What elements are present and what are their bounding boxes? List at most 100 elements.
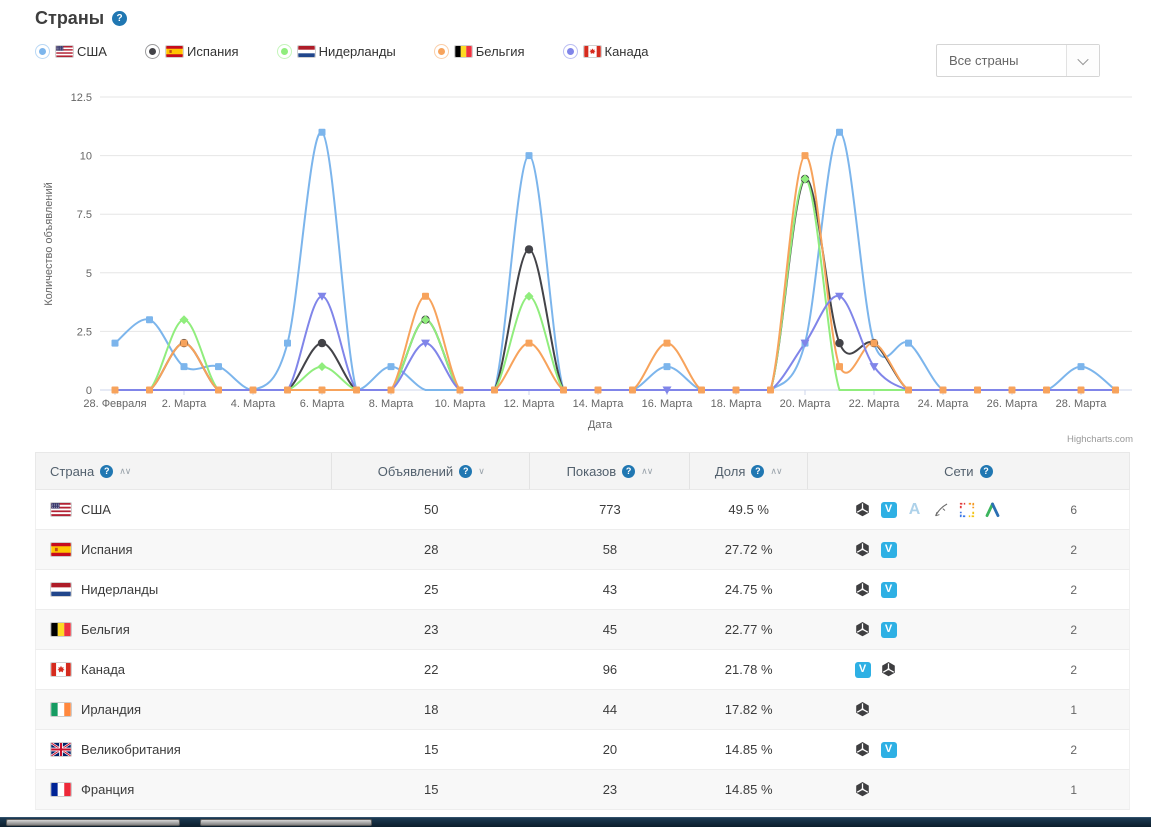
vungle-icon: V <box>880 501 898 519</box>
svg-text:20. Марта: 20. Марта <box>780 398 832 410</box>
taskbar-item[interactable] <box>6 819 180 826</box>
sort-arrows-icon[interactable]: ∧∨ <box>770 465 782 476</box>
networks-count: 1 <box>1070 702 1077 717</box>
unity-icon <box>854 501 872 519</box>
country-cell: Нидерланды <box>36 582 332 597</box>
legend-label: США <box>77 44 107 59</box>
help-icon[interactable]: ? <box>100 464 114 478</box>
networks-count: 2 <box>1070 582 1077 597</box>
flag-nl-icon <box>296 45 316 58</box>
table-row[interactable]: США 50 773 49.5 % V A 6 <box>35 490 1130 530</box>
help-icon[interactable]: ? <box>751 464 765 478</box>
taskbar-item[interactable] <box>200 819 372 826</box>
table-body: США 50 773 49.5 % V A 6 Испания 28 58 27.72 % V 2 Нид… <box>35 490 1130 810</box>
svg-text:8. Марта: 8. Марта <box>369 398 414 410</box>
legend-label: Бельгия <box>475 44 525 59</box>
svg-text:12.5: 12.5 <box>71 92 92 104</box>
sort-arrows-icon[interactable]: ∧∨ <box>119 465 131 476</box>
country-filter-value: Все страны <box>949 53 1019 68</box>
svg-text:Дата: Дата <box>588 419 613 431</box>
table-row[interactable]: Испания 28 58 27.72 % V 2 <box>35 530 1130 570</box>
ads-cell: 15 <box>424 782 439 797</box>
svg-text:7.5: 7.5 <box>77 209 92 221</box>
country-name: США <box>81 502 111 517</box>
column-header-1[interactable]: Страна? ∧∨ <box>36 453 333 489</box>
country-cell: США <box>36 502 332 517</box>
legend-item-ca[interactable]: Канада <box>562 44 649 59</box>
ads-cell: 23 <box>424 622 439 637</box>
country-name: Канада <box>81 662 126 677</box>
flag-ie-icon <box>50 702 72 717</box>
svg-text:5: 5 <box>86 268 92 280</box>
svg-text:28. Февраля: 28. Февраля <box>83 398 146 410</box>
column-header-2[interactable]: Объявлений? ∨ <box>332 453 531 489</box>
table-row[interactable]: Ирландия 18 44 17.82 % 1 <box>35 690 1130 730</box>
impressions-cell: 20 <box>602 742 618 757</box>
legend-item-nl[interactable]: Нидерланды <box>276 44 396 59</box>
unity-icon <box>854 701 872 719</box>
country-name: Великобритания <box>81 742 181 757</box>
legend-item-us[interactable]: США <box>35 44 107 59</box>
share-cell: 17.82 % <box>724 702 773 717</box>
vungle-icon: V <box>854 661 872 679</box>
ads-cell: 50 <box>424 502 439 517</box>
networks-cell: 1 <box>808 781 1129 799</box>
table-row[interactable]: Бельгия 23 45 22.77 % V 2 <box>35 610 1130 650</box>
dropdown-button[interactable] <box>1066 45 1099 76</box>
impressions-cell: 44 <box>602 702 618 717</box>
country-name: Ирландия <box>81 702 142 717</box>
table-row[interactable]: Великобритания 15 20 14.85 % V 2 <box>35 730 1130 770</box>
flag-us-icon <box>55 45 74 58</box>
share-cell: 22.77 % <box>724 622 773 637</box>
svg-text:10: 10 <box>80 151 92 163</box>
ads-cell: 25 <box>424 582 439 597</box>
svg-text:10. Марта: 10. Марта <box>435 398 487 410</box>
flag-gb-icon <box>50 742 72 757</box>
flag-be-icon <box>453 45 473 58</box>
country-name: Бельгия <box>81 622 130 637</box>
legend-item-es[interactable]: Испания <box>144 44 239 59</box>
vungle-icon: V <box>880 621 898 639</box>
table-row[interactable]: Нидерланды 25 43 24.75 % V 2 <box>35 570 1130 610</box>
country-filter-dropdown[interactable]: Все страны <box>936 44 1100 77</box>
help-icon[interactable]: ? <box>459 464 473 478</box>
column-header-5[interactable]: Сети? <box>808 453 1129 489</box>
impressions-cell: 43 <box>602 582 618 597</box>
google-ads-icon <box>984 501 1002 519</box>
legend-label: Испания <box>186 44 239 59</box>
table-row[interactable]: Франция 15 23 14.85 % 1 <box>35 770 1130 810</box>
svg-text:6. Марта: 6. Марта <box>300 398 345 410</box>
sort-arrows-icon[interactable]: ∨ <box>478 465 485 476</box>
legend-marker-icon <box>144 44 160 59</box>
column-header-3[interactable]: Показов? ∧∨ <box>530 453 690 489</box>
vungle-icon: V <box>880 581 898 599</box>
countries-table: Страна? ∧∨ Объявлений? ∨ Показов? ∧∨ Доля? ∧∨ Се… <box>35 452 1130 810</box>
series-line-Испания <box>115 177 1116 391</box>
sort-arrows-icon[interactable]: ∧∨ <box>641 465 653 476</box>
flag-ca-icon <box>50 662 72 677</box>
country-name: Испания <box>81 542 133 557</box>
unity-icon <box>854 781 872 799</box>
table-row[interactable]: Канада 22 96 21.78 % V 2 <box>35 650 1130 690</box>
table-header: Страна? ∧∨ Объявлений? ∨ Показов? ∧∨ Доля? ∧∨ Се… <box>35 452 1130 490</box>
svg-text:24. Марта: 24. Марта <box>918 398 970 410</box>
networks-count: 2 <box>1070 622 1077 637</box>
help-icon[interactable]: ? <box>979 464 993 478</box>
column-header-4[interactable]: Доля? ∧∨ <box>690 453 808 489</box>
help-icon[interactable]: ? <box>112 11 128 26</box>
networks-count: 2 <box>1070 662 1077 677</box>
flag-fr-icon <box>50 782 72 797</box>
legend-item-be[interactable]: Бельгия <box>433 44 525 59</box>
help-icon[interactable]: ? <box>622 464 636 478</box>
series-line-США <box>114 131 1117 392</box>
chart-legend: США Испания Нидерланды Бельгия Канада <box>35 44 649 59</box>
svg-text:22. Марта: 22. Марта <box>849 398 901 410</box>
networks-count: 1 <box>1070 782 1077 797</box>
countries-chart[interactable]: 0 2.5 5 7.5 10 12.5 28. Февраля 2. Марта 4. Март… <box>0 0 1151 450</box>
impressions-cell: 96 <box>602 662 618 677</box>
legend-marker-icon <box>433 44 449 59</box>
